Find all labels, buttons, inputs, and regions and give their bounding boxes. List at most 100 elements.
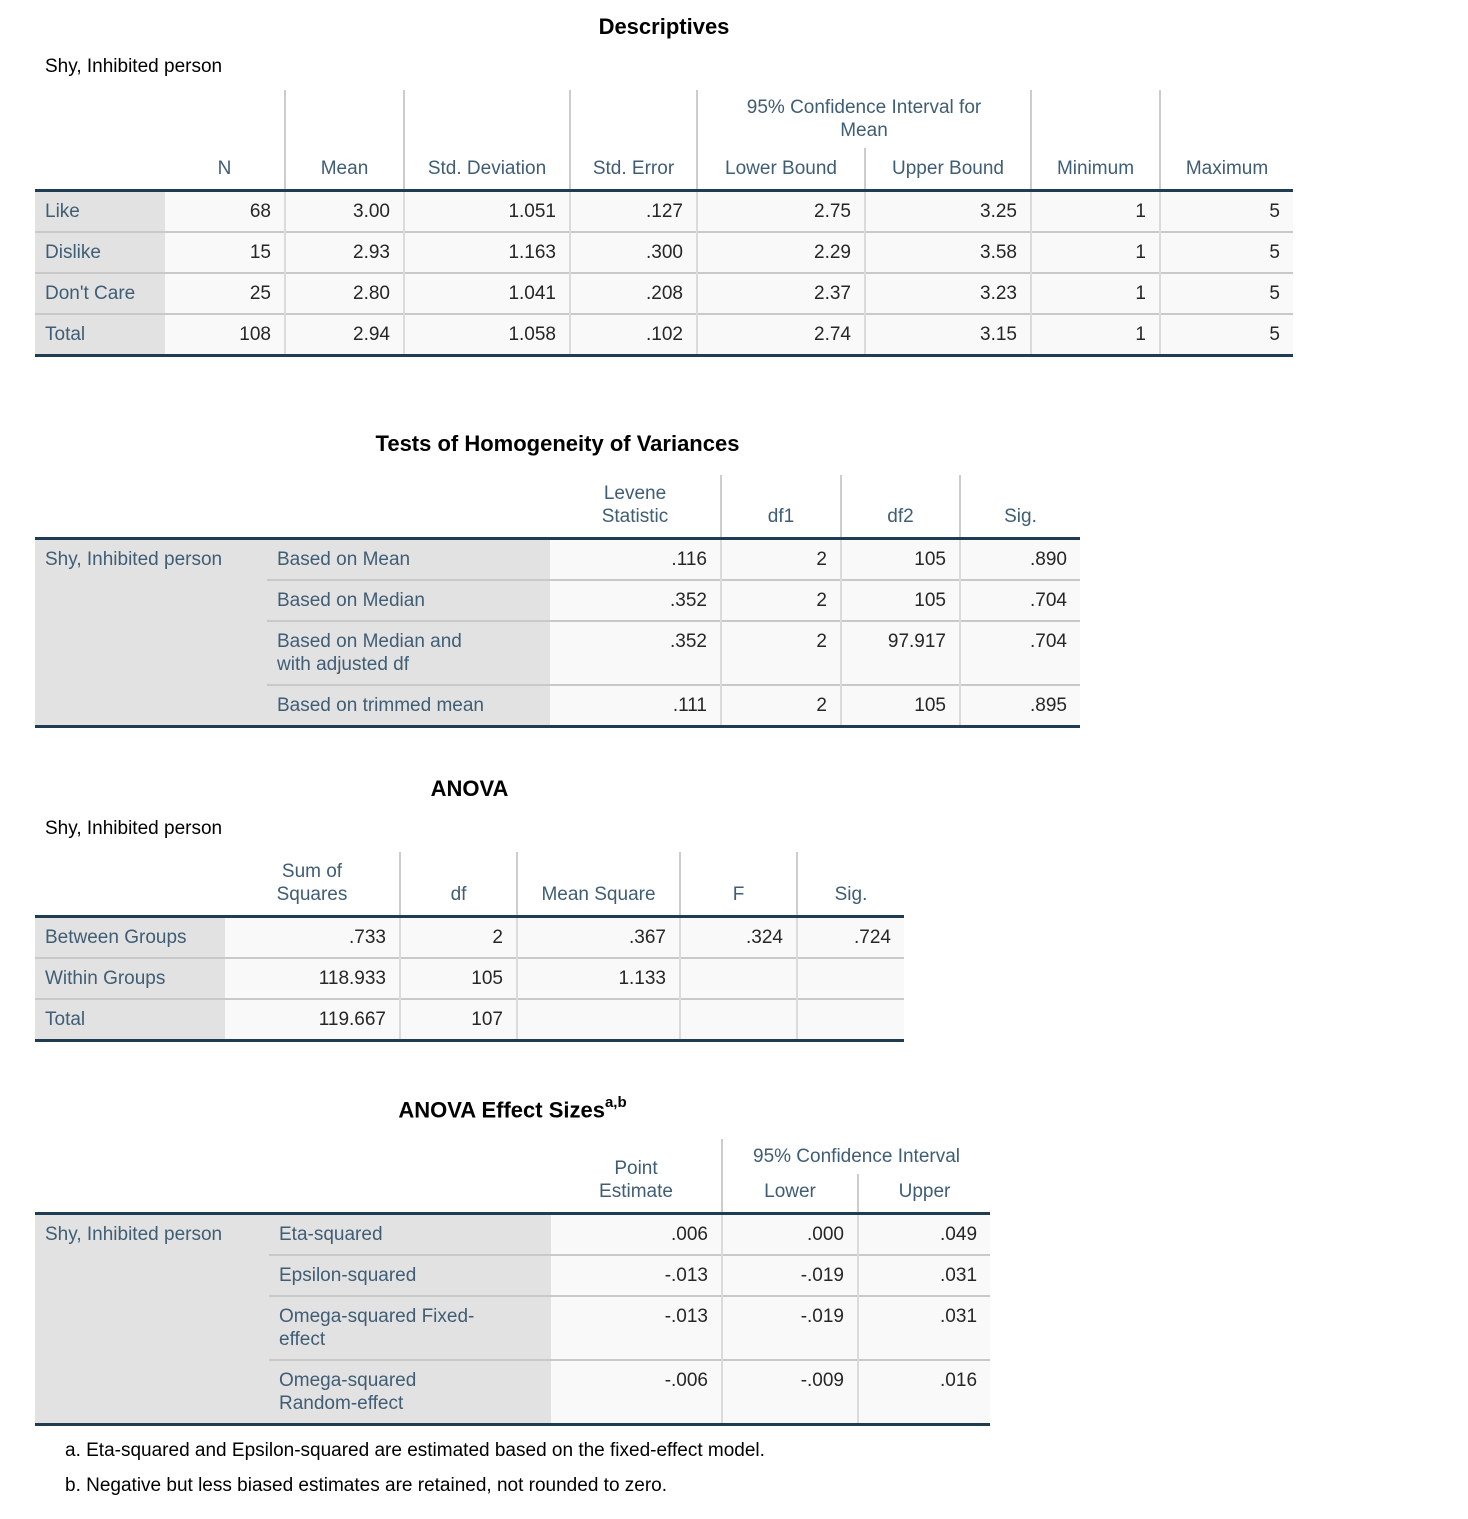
column-header-lower-bound: Lower Bound [696,148,865,190]
value-cell: -.006 [551,1359,722,1425]
anova-section: ANOVA Shy, Inhibited person Sum of Squar… [35,776,904,1042]
table-row: Don't Care 25 2.80 1.041 .208 2.37 3.23 … [35,271,1293,314]
value-cell: 3.23 [864,271,1031,314]
row-sublabel-cell: Epsilon-squared [269,1254,551,1297]
table-row: Within Groups 118.933 105 1.133 [35,956,904,999]
effect-sizes-section: ANOVA Effect Sizesa,b Point Estimate 95%… [35,1092,991,1498]
table-row: Shy, Inhibited person Eta-squared .006 .… [35,1212,991,1425]
value-cell: -.013 [551,1254,722,1297]
column-header-df1: df1 [720,474,841,539]
value-cell: 3.15 [864,312,1031,355]
value-cell: 3.25 [864,188,1031,232]
value-cell: .016 [856,1359,991,1425]
column-header-n: N [165,90,285,190]
value-cell [516,997,680,1040]
value-cell [796,997,904,1040]
row-label-cell: Total [35,312,165,355]
column-header-minimum: Minimum [1030,90,1160,190]
value-cell: .300 [569,230,697,273]
row-label-cell: Like [35,188,165,232]
value-cell: 1 [1030,230,1160,273]
value-cell: 5 [1159,230,1293,273]
value-cell: .890 [959,537,1080,580]
corner-cell [35,474,267,539]
value-cell: 1 [1030,188,1160,232]
table-row: Total 108 2.94 1.058 .102 2.74 3.15 1 5 [35,312,1293,355]
table-row: Between Groups .733 2 .367 .324 .724 [35,914,904,958]
value-cell: 108 [165,312,285,355]
value-cell: 15 [165,230,285,273]
value-cell: 1.133 [516,956,680,999]
row-label-cell: Shy, Inhibited person [35,537,267,727]
descriptives-table: N Mean Std. Deviation Std. Error 95% Con… [35,90,1293,357]
table-row: Based on Median .352 2 105 .704 [35,579,1080,621]
value-cell: 3.58 [864,230,1031,273]
value-cell: .031 [856,1295,991,1361]
value-cell: -.009 [721,1359,858,1425]
value-cell: .352 [550,579,721,621]
value-cell: 2.75 [696,188,865,232]
column-header-lower: Lower [721,1173,858,1214]
value-cell: 2 [720,620,841,685]
column-header-sig: Sig. [796,852,904,916]
value-cell: 2.37 [696,271,865,314]
homogeneity-table: Levene Statistic df1 df2 Sig. Shy, Inhib… [35,474,1080,728]
value-cell: -.019 [721,1254,858,1297]
value-cell: 25 [165,271,285,314]
corner-cell [35,1138,551,1214]
column-header-levene-statistic: Levene Statistic [550,474,721,539]
value-cell: 68 [165,188,285,232]
table-row: Like 68 3.00 1.051 .127 2.75 3.25 1 5 [35,188,1293,232]
table-footnotes: a. Eta-squared and Epsilon-squared are e… [65,1440,990,1497]
value-cell: 3.00 [284,188,404,232]
value-cell: 2 [720,684,841,727]
table-row: Based on Median and with adjusted df .35… [35,620,1080,685]
footnote-a: a. Eta-squared and Epsilon-squared are e… [65,1440,765,1462]
row-label-cell: Total [35,997,225,1040]
anova-caption: Shy, Inhibited person [45,818,223,839]
column-header-upper-bound: Upper Bound [864,148,1031,190]
table-row: Shy, Inhibited person Based on Mean .116… [35,537,1080,727]
value-cell: 1.058 [403,312,570,355]
row-sublabel-cell: Based on trimmed mean [267,684,550,727]
footnote-b: b. Negative but less biased estimates ar… [65,1475,668,1497]
value-cell: .102 [569,312,697,355]
value-cell: 2.80 [284,271,404,314]
corner-cell [35,852,225,916]
column-header-upper: Upper [856,1173,991,1214]
spss-output-page: Descriptives Shy, Inhibited person N Mea… [0,14,1468,1497]
row-sublabel-cell: Based on Median and with adjusted df [267,620,550,685]
value-cell: -.013 [551,1295,722,1361]
value-cell: 118.933 [225,956,400,999]
value-cell: .208 [569,271,697,314]
value-cell: 5 [1159,188,1293,232]
row-label-cell: Shy, Inhibited person [35,1212,269,1425]
value-cell: 2 [720,537,841,580]
value-cell: .324 [679,914,797,958]
row-label-cell: Dislike [35,230,165,273]
value-cell: 2.29 [696,230,865,273]
column-header-std-deviation: Std. Deviation [403,90,570,190]
table-row: Based on trimmed mean .111 2 105 .895 [35,684,1080,727]
table-row: Omega-squared Random-effect -.006 -.009 … [35,1359,991,1425]
value-cell: .049 [856,1212,991,1256]
value-cell: .895 [959,684,1080,727]
value-cell [679,956,797,999]
value-cell: 5 [1159,271,1293,314]
effect-sizes-table: Point Estimate 95% Confidence Interval L… [35,1138,991,1427]
homogeneity-section: Tests of Homogeneity of Variances Levene… [35,431,1080,728]
corner-cell [35,90,165,190]
value-cell: 1 [1030,271,1160,314]
column-header-df2: df2 [840,474,960,539]
column-header-df: df [399,852,517,916]
anova-table: Sum of Squares df Mean Square F Sig. Bet… [35,852,904,1042]
value-cell: -.019 [721,1295,858,1361]
value-cell: 1 [1030,312,1160,355]
value-cell: 2.74 [696,312,865,355]
column-header-mean: Mean [284,90,404,190]
value-cell: .031 [856,1254,991,1297]
value-cell: 105 [840,684,960,727]
row-sublabel-cell: Based on Mean [267,537,550,580]
value-cell: .367 [516,914,680,958]
row-sublabel-cell: Eta-squared [269,1212,551,1256]
